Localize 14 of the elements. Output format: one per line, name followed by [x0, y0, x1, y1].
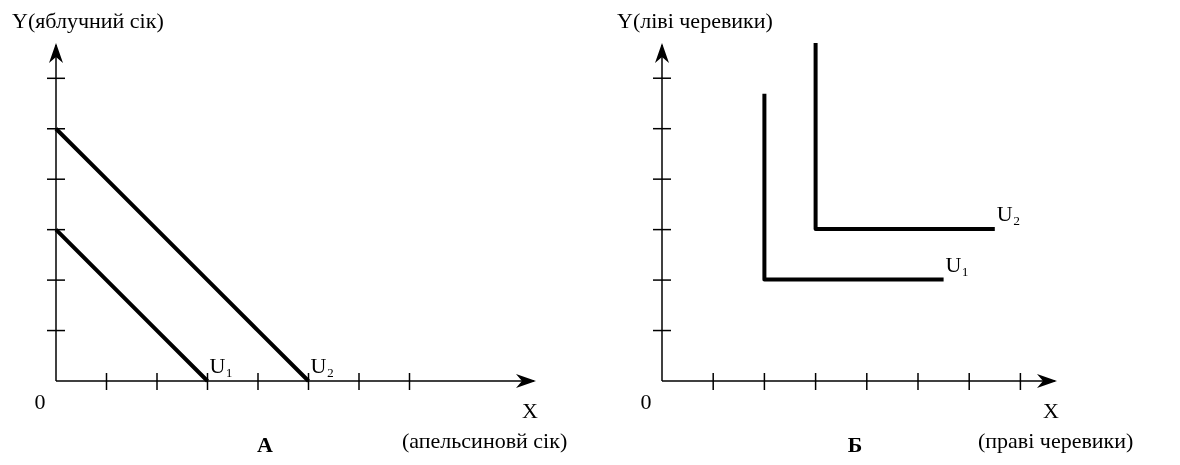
- x-axis-title: X: [522, 398, 539, 423]
- text: 0: [34, 389, 46, 414]
- series-label: U₁: [209, 353, 234, 378]
- y-axis-title: Y(яблучний сік): [12, 8, 164, 33]
- text: А: [257, 432, 274, 457]
- text: Б: [847, 432, 863, 457]
- y-axis-title: Y(ліві черевики): [617, 8, 773, 33]
- series-label: U₂: [996, 200, 1021, 226]
- text: (праві черевики): [978, 428, 1134, 453]
- x-axis-title: X: [1043, 398, 1060, 423]
- text: (апельсиновй сік): [402, 428, 568, 453]
- series-label: U₁: [945, 251, 970, 277]
- series-label: U₂: [310, 353, 335, 378]
- text: 0: [640, 389, 652, 414]
